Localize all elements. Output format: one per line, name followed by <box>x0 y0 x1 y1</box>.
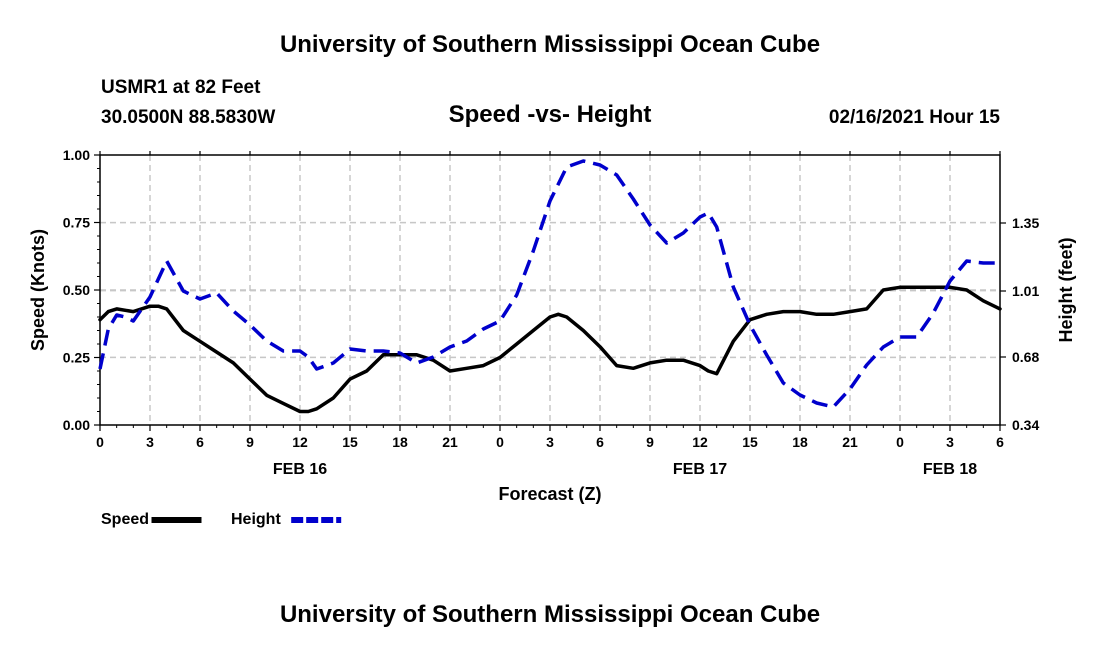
y-tick-label: 0.50 <box>63 282 90 298</box>
y2-tick-label: 1.35 <box>1012 215 1039 231</box>
y-axis-label: Speed (Knots) <box>28 229 48 351</box>
y2-tick-label: 0.34 <box>1012 417 1039 433</box>
x-tick-label: 6 <box>996 434 1004 450</box>
y-tick-label: 0.25 <box>63 350 90 366</box>
y-tick-label: 0.75 <box>63 215 90 231</box>
bottom-title: University of Southern Mississippi Ocean… <box>279 601 821 628</box>
x-tick-label: 0 <box>896 434 904 450</box>
date-label: FEB 17 <box>673 461 727 478</box>
legend-label-speed: Speed <box>101 511 149 528</box>
y-tick-label: 1.00 <box>63 147 90 163</box>
x-tick-label: 12 <box>292 434 308 450</box>
x-tick-label: 3 <box>546 434 554 450</box>
axis-labels: 0 3 6 9 12 15 18 21 0 3 6 9 12 15 18 21 0 3 6 FEB 16 FEB 17 F… <box>28 147 1076 504</box>
x-tick-label: 6 <box>596 434 604 450</box>
plot-title: Speed -vs- Height <box>448 101 652 128</box>
x-tick-label: 9 <box>246 434 254 450</box>
x-tick-label: 0 <box>496 434 504 450</box>
x-tick-label: 21 <box>442 434 458 450</box>
x-tick-label: 6 <box>196 434 204 450</box>
x-tick-label: 15 <box>742 434 758 450</box>
y2-axis-label: Height (feet) <box>1056 238 1076 343</box>
x-axis-label: Forecast (Z) <box>498 484 601 504</box>
x-tick-label: 21 <box>842 434 858 450</box>
y-tick-label: 0.00 <box>63 417 90 433</box>
y2-tick-label: 1.01 <box>1012 283 1039 299</box>
x-tick-label: 3 <box>946 434 954 450</box>
x-tick-label: 18 <box>392 434 408 450</box>
legend-label-height: Height <box>231 511 281 528</box>
x-tick-label: 15 <box>342 434 358 450</box>
x-tick-label: 3 <box>146 434 154 450</box>
series-line-height <box>98 159 1000 409</box>
date-label: FEB 18 <box>923 461 977 478</box>
x-tick-label: 0 <box>96 434 104 450</box>
top-title: University of Southern Mississippi Ocean… <box>279 31 821 58</box>
grid-lines <box>100 155 1000 426</box>
series-line-speed <box>98 285 1002 414</box>
station-label: USMR1 at 82 Feet <box>101 77 261 98</box>
x-tick-label: 12 <box>692 434 708 450</box>
legend: Speed Height <box>101 511 342 528</box>
datetime-label: 02/16/2021 Hour 15 <box>828 107 1000 128</box>
x-tick-label: 18 <box>792 434 808 450</box>
coordinates-label: 30.0500N 88.5830W <box>101 107 276 128</box>
x-tick-label: 9 <box>646 434 654 450</box>
date-label: FEB 16 <box>273 461 327 478</box>
axes <box>94 151 1006 431</box>
y2-tick-label: 0.68 <box>1012 349 1039 365</box>
series-lines <box>98 159 1002 414</box>
